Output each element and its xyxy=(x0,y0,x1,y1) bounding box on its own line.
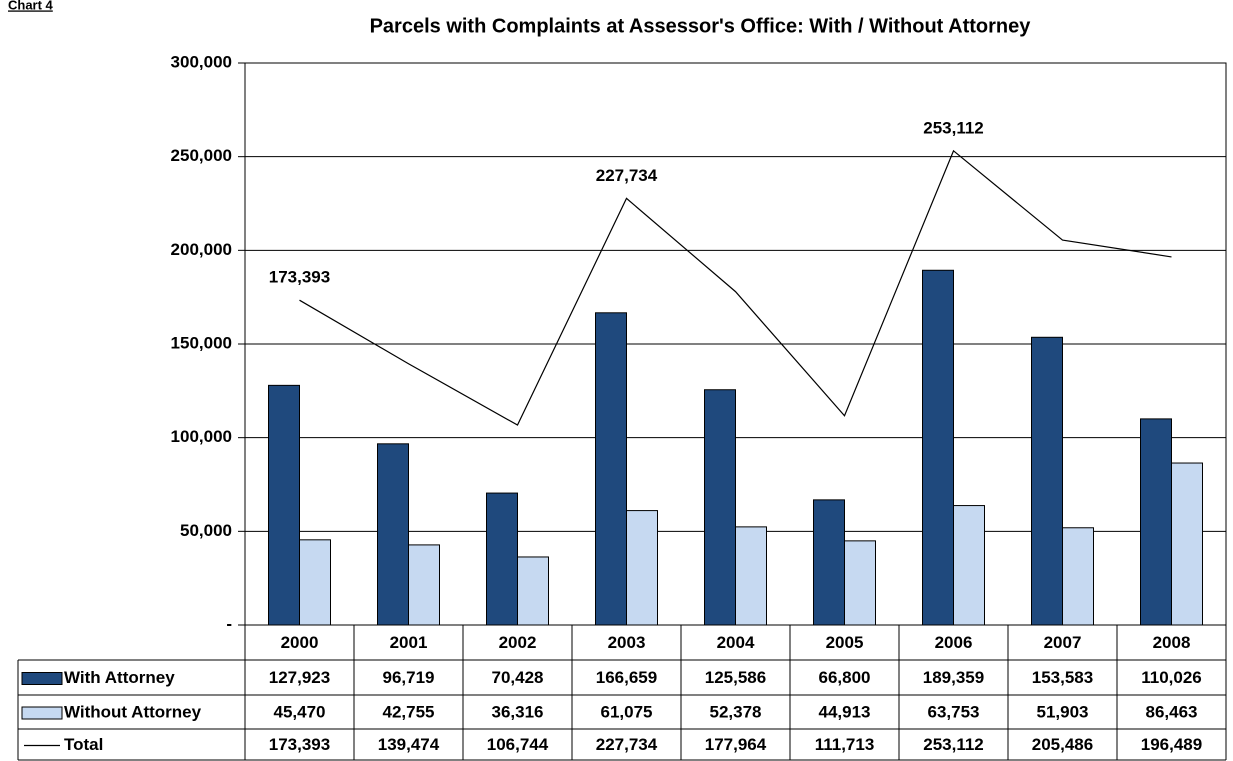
bar xyxy=(1062,527,1094,626)
line xyxy=(299,149,1172,426)
data-label: 253,112 xyxy=(923,118,984,137)
bar xyxy=(486,492,518,626)
table-cell: 106,744 xyxy=(487,735,549,754)
bar xyxy=(1140,418,1172,626)
legend-label: With Attorney xyxy=(64,668,175,687)
bar xyxy=(268,384,300,626)
legend-swatch xyxy=(21,672,63,685)
table-cell: 44,913 xyxy=(819,702,871,721)
bar xyxy=(704,389,736,626)
data-label: 227,734 xyxy=(596,166,658,185)
bar xyxy=(377,443,409,626)
table-cell: 111,713 xyxy=(815,735,875,754)
table-cell: 63,753 xyxy=(928,702,980,721)
table-cell: 177,964 xyxy=(705,735,767,754)
table-cell: 42,755 xyxy=(383,702,435,721)
x-tick-label: 2006 xyxy=(935,633,973,652)
bar xyxy=(626,510,658,626)
table-cell: 86,463 xyxy=(1146,702,1198,721)
table-cell: 51,903 xyxy=(1037,702,1089,721)
x-tick-label: 2001 xyxy=(390,633,428,652)
table-cell: 96,719 xyxy=(383,668,435,687)
bar xyxy=(517,556,549,626)
table-cell: 153,583 xyxy=(1032,668,1093,687)
table-cell: 139,474 xyxy=(378,735,440,754)
bar xyxy=(953,505,985,626)
table-cell: 70,428 xyxy=(492,668,544,687)
table-cell: 253,112 xyxy=(923,735,984,754)
table-cell: 196,489 xyxy=(1141,735,1202,754)
table-cell: 227,734 xyxy=(596,735,658,754)
bar xyxy=(595,312,627,626)
table-cell: 127,923 xyxy=(269,668,330,687)
table-cell: 36,316 xyxy=(492,702,544,721)
data-label: 173,393 xyxy=(269,268,330,287)
y-tick-label: 100,000 xyxy=(171,427,232,446)
bar xyxy=(408,544,440,626)
y-tick-label: 300,000 xyxy=(171,52,232,71)
x-tick-label: 2002 xyxy=(499,633,537,652)
bar xyxy=(844,540,876,626)
x-tick-label: 2000 xyxy=(281,633,319,652)
table-cell: 205,486 xyxy=(1032,735,1093,754)
bar xyxy=(1171,462,1203,626)
x-tick-label: 2007 xyxy=(1044,633,1082,652)
table-cell: 66,800 xyxy=(819,668,871,687)
legend-label: Total xyxy=(64,735,103,754)
bar xyxy=(735,526,767,626)
chart-label: Chart 4 xyxy=(8,0,54,12)
bar xyxy=(922,269,954,626)
table-cell: 45,470 xyxy=(274,702,326,721)
x-tick-label: 2004 xyxy=(717,633,755,652)
x-tick-label: 2005 xyxy=(826,633,864,652)
bar xyxy=(1031,336,1063,626)
table-cell: 110,026 xyxy=(1141,668,1202,687)
y-tick-label: 200,000 xyxy=(171,240,232,259)
legend-label: Without Attorney xyxy=(64,702,202,721)
y-tick-label: 250,000 xyxy=(171,146,232,165)
x-tick-label: 2003 xyxy=(608,633,646,652)
table-cell: 166,659 xyxy=(596,668,657,687)
x-tick-label: 2008 xyxy=(1153,633,1191,652)
y-tick-label: 50,000 xyxy=(180,521,232,540)
table-cell: 173,393 xyxy=(269,735,330,754)
chart-title: Parcels with Complaints at Assessor's Of… xyxy=(370,15,1032,37)
y-tick-label: - xyxy=(226,614,232,633)
bar xyxy=(813,499,845,626)
table-cell: 61,075 xyxy=(601,702,653,721)
table-cell: 189,359 xyxy=(923,668,984,687)
legend-swatch xyxy=(21,706,63,720)
bar xyxy=(299,539,331,626)
y-tick-label: 150,000 xyxy=(171,333,232,352)
table-cell: 52,378 xyxy=(710,702,762,721)
table-cell: 125,586 xyxy=(705,668,766,687)
